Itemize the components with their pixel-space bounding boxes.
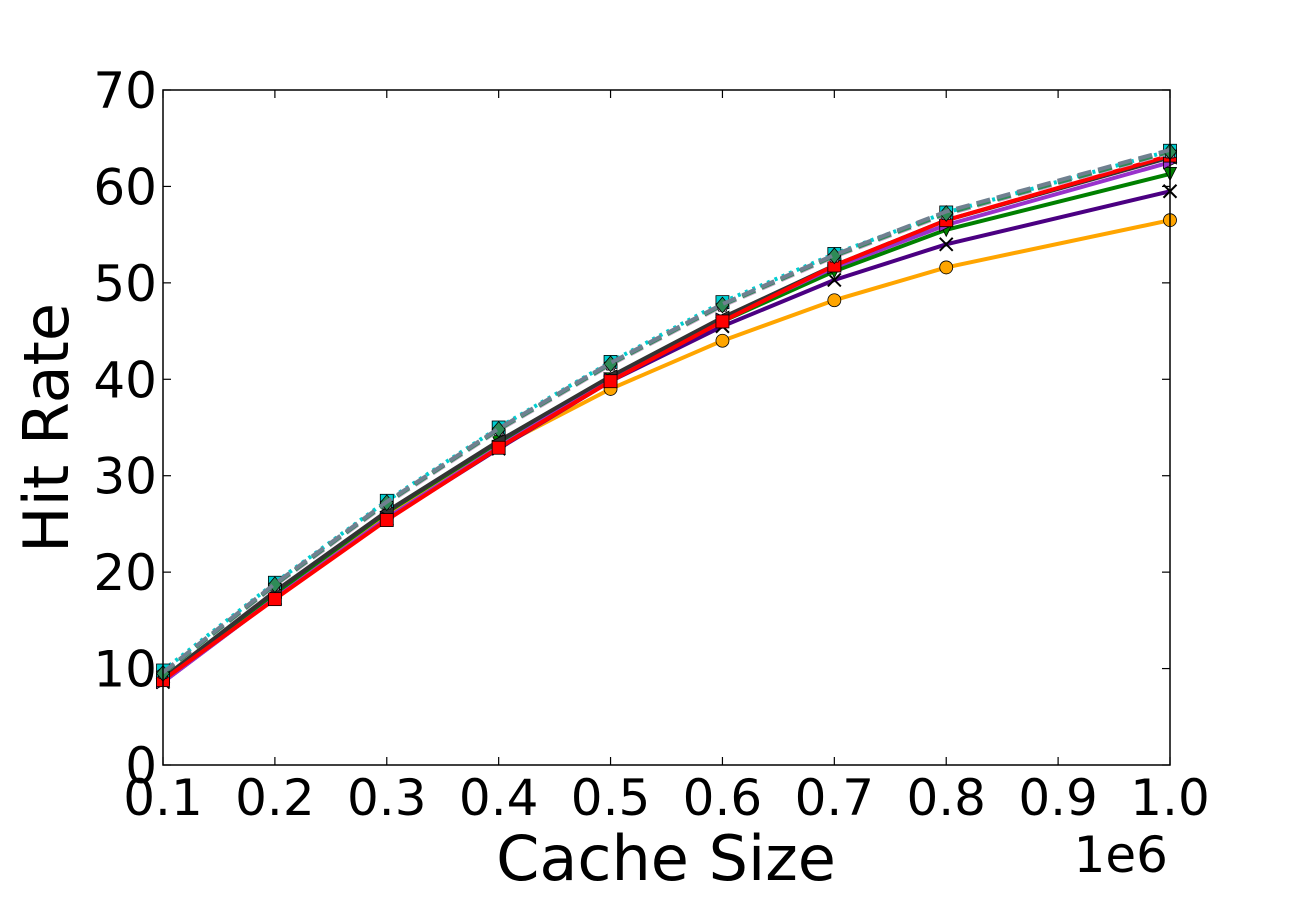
x-tick-label: 0.6 — [683, 769, 763, 827]
y-tick-label: 10 — [93, 641, 157, 699]
series-9 — [161, 147, 1171, 674]
x-tick-label: 1.0 — [1130, 769, 1210, 827]
x-tick-label: 0.8 — [906, 769, 986, 827]
data-point — [715, 314, 730, 329]
series-line — [161, 147, 1171, 674]
data-point — [267, 592, 282, 607]
x-tick-label: 0.5 — [571, 769, 651, 827]
data-point — [491, 421, 506, 438]
data-point — [491, 440, 506, 455]
plot-frame — [162, 89, 1171, 766]
data-point — [939, 260, 954, 275]
y-tick-label: 30 — [93, 448, 157, 506]
series-5 — [156, 148, 1177, 688]
data-point — [603, 374, 618, 389]
x-tick-label: 0.7 — [795, 769, 875, 827]
y-tick-label: 40 — [93, 351, 157, 409]
series-layer — [155, 143, 1178, 690]
x-axis-title: Cache Size — [496, 822, 836, 895]
y-tick-label: 20 — [93, 544, 157, 602]
y-axis-title: Hit Rate — [10, 303, 83, 553]
data-point — [827, 293, 842, 308]
y-tick-label: 0 — [125, 737, 157, 795]
x-tick-label: 0.1 — [123, 769, 203, 827]
y-tick-label: 60 — [93, 158, 157, 216]
data-point — [715, 333, 730, 348]
x-tick-label: 0.2 — [235, 769, 315, 827]
data-point — [827, 272, 842, 288]
x-tick-label: 0.3 — [347, 769, 427, 827]
data-point — [379, 513, 394, 527]
tick-labels: 0.1 0.2 0.3 0.4 0.5 0.6 0.7 0.8 0.9 1.0 0 10 20 30 40 5… — [93, 62, 1209, 827]
x-tick-label: 0.9 — [1018, 769, 1098, 827]
x-offset-label: 1e6 — [1074, 826, 1168, 884]
y-tick-label: 50 — [93, 255, 157, 313]
y-tick-label: 70 — [93, 62, 157, 120]
data-point — [939, 237, 954, 252]
x-tick-label: 0.4 — [459, 769, 539, 827]
